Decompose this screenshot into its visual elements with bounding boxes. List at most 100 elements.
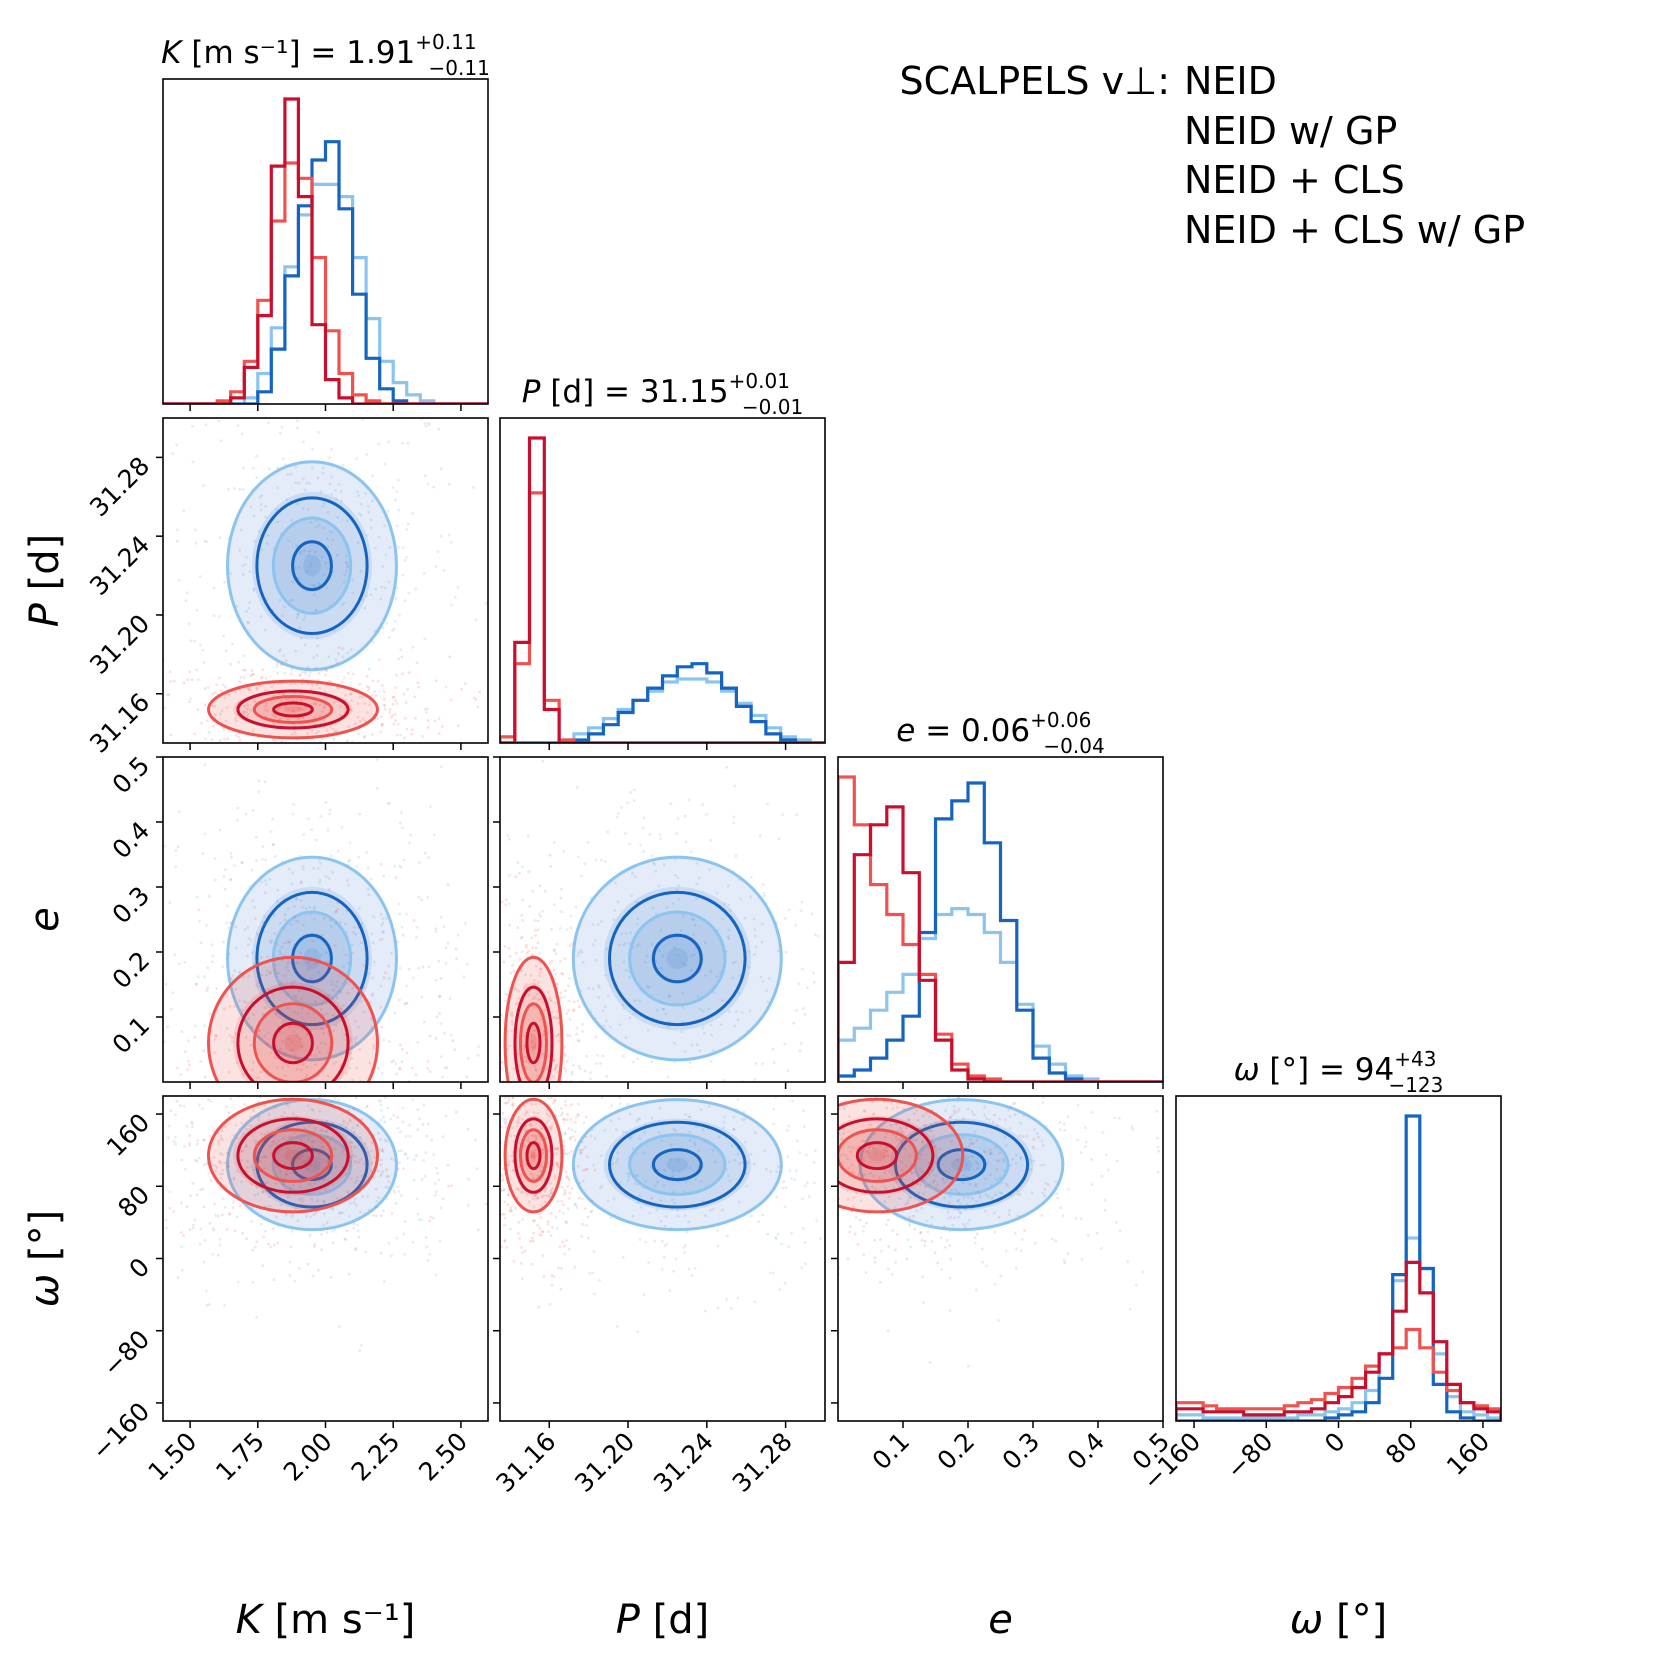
ytick-w-3: 80: [112, 1180, 155, 1223]
panel-K-K: K [m s⁻¹] = 1.91+0.11 −0.11: [161, 30, 490, 411]
xtick-w-1: −80: [1221, 1427, 1279, 1485]
contour-red-K-e-0: [207, 955, 379, 1082]
contour-blue-K-P-3: [291, 540, 333, 592]
hist-P-series-3: [500, 436, 825, 743]
contour-red-P-w-0: [503, 1097, 564, 1214]
xtick-P-2: 31.24: [648, 1427, 719, 1498]
hist-P-series-2: [500, 491, 825, 743]
legend-entry-neid: NEID: [1184, 59, 1277, 103]
hist-w-series-2: [1176, 1327, 1501, 1421]
panel-w-w: ω [°] = 94+43 −123−160 −80 0 80 160: [1137, 1047, 1502, 1496]
xtick-P-3: 31.28: [727, 1427, 798, 1498]
contour-red-P-e-3: [525, 1021, 542, 1065]
ytick-P-0: 31.16: [84, 687, 155, 758]
panel-P-e: [493, 756, 826, 1089]
ylabel-e: e: [22, 907, 68, 932]
xtick-K-1: 1.75: [210, 1427, 270, 1487]
frame-P-P: [499, 417, 826, 744]
xtick-K-0: 1.50: [142, 1427, 202, 1487]
ytick-e-1: 0.2: [107, 946, 156, 995]
xtick-w-2: 0: [1319, 1427, 1351, 1459]
ytick-w-2: 0: [123, 1252, 155, 1284]
ytick-w-0: −160: [86, 1397, 155, 1466]
contour-blue-P-e-2: [628, 910, 727, 1007]
contour-blue-P-w-2: [628, 1133, 727, 1196]
contour-red-P-w-3: [525, 1141, 542, 1171]
contour-red-e-w-0: [838, 1097, 965, 1214]
legend-entry-neid-cls: NEID + CLS: [1184, 158, 1405, 202]
contour-red-P-w-1: [513, 1117, 554, 1194]
xtick-K-2: 2.00: [278, 1427, 338, 1487]
panel-e-e: e = 0.06+0.06 −0.04: [837, 708, 1164, 1089]
ylabel-P: P [d]: [22, 534, 68, 627]
contour-red-e-w-1: [838, 1117, 935, 1194]
title-w: ω [°] = 94+43 −123: [1234, 1047, 1444, 1097]
contour-red-K-w-2: [252, 1128, 334, 1183]
contour-red-e-w-3: [855, 1141, 899, 1171]
ytick-e-2: 0.3: [107, 881, 156, 930]
contour-red-K-e-3: [272, 1021, 314, 1065]
contour-red-P-e-0: [503, 955, 564, 1082]
xtick-P-0: 31.16: [490, 1427, 561, 1498]
ytick-P-1: 31.20: [84, 609, 155, 680]
panel-K-e: 0.1 0.2 0.3 0.4 0.5: [107, 751, 489, 1089]
scatter-blue-P-e: [504, 757, 825, 1082]
contour-blue-P-e-1: [608, 890, 747, 1027]
contour-blue-P-e-3: [651, 933, 703, 984]
contour-blue-e-w-0: [858, 1098, 1065, 1232]
ylabel-w: ω [°]: [22, 1210, 68, 1307]
contour-blue-P-w-0: [571, 1098, 783, 1232]
contour-blue-K-w-2: [271, 1133, 353, 1196]
xlabel-P: P [d]: [616, 1597, 709, 1643]
title-P: P [d] = 31.15+0.01 −0.01: [522, 369, 803, 419]
hist-K-series-3: [163, 97, 488, 404]
xtick-K-4: 2.50: [413, 1427, 473, 1487]
ytick-w-4: 160: [101, 1108, 155, 1162]
contour-red-K-e-1: [236, 985, 350, 1082]
contour-blue-K-P-0: [226, 460, 398, 672]
ytick-P-3: 31.28: [84, 451, 155, 522]
frame-P-e: [499, 756, 826, 1083]
contour-red-P-e-2: [519, 1002, 548, 1082]
contour-red-K-P-3: [272, 701, 314, 718]
contour-red-K-e-2: [252, 1002, 334, 1082]
xtick-K-3: 2.25: [346, 1427, 406, 1487]
frame-w-w: [1175, 1095, 1502, 1422]
hist-P-series-0: [500, 677, 825, 743]
ytick-e-3: 0.4: [107, 816, 156, 865]
legend: SCALPELS v⊥: NEID NEID w/ GP NEID + CLS …: [899, 59, 1525, 252]
hist-e-series-1: [838, 781, 1163, 1082]
contour-red-e-w-2: [838, 1128, 918, 1183]
contour-blue-P-e-0: [571, 855, 783, 1062]
panel-P-P: P [d] = 31.15+0.01 −0.01: [499, 369, 826, 750]
legend-title: SCALPELS v⊥:: [899, 59, 1170, 103]
title-e: e = 0.06+0.06 −0.04: [896, 708, 1104, 758]
contour-red-K-P-0: [207, 679, 379, 740]
panels: K [m s⁻¹] = 1.91+0.11 −0.1131.1631.2031.2…: [22, 30, 1502, 1643]
hist-w-series-3: [1176, 1260, 1501, 1421]
contour-red-P-w-2: [519, 1128, 548, 1183]
hist-w-series-1: [1176, 1114, 1501, 1421]
contour-blue-P-w-1: [608, 1120, 747, 1209]
contour-blue-K-P-1: [255, 496, 369, 636]
contour-blue-K-e-1: [255, 890, 369, 1027]
xtick-e-3: 0.4: [1062, 1427, 1111, 1476]
xlabel-e: e: [988, 1597, 1013, 1643]
scatter-red-e-w: [838, 1096, 1161, 1284]
contour-blue-K-e-0: [226, 855, 398, 1062]
frame-e-e: [837, 756, 1164, 1083]
hist-e-series-3: [838, 805, 1163, 1082]
contour-blue-e-w-1: [893, 1120, 1030, 1209]
contour-red-K-P-2: [252, 695, 334, 724]
contour-blue-K-P-2: [271, 516, 353, 615]
hist-K-series-1: [163, 140, 488, 404]
xtick-e-2: 0.3: [997, 1427, 1046, 1476]
xtick-e-0: 0.1: [867, 1427, 916, 1476]
ytick-e-0: 0.1: [107, 1011, 156, 1060]
xtick-P-1: 31.20: [569, 1427, 640, 1498]
contour-red-K-w-3: [272, 1141, 314, 1171]
legend-entry-neid-cls-gp: NEID + CLS w/ GP: [1184, 208, 1525, 252]
scatter-red-K-e: [163, 812, 470, 1082]
